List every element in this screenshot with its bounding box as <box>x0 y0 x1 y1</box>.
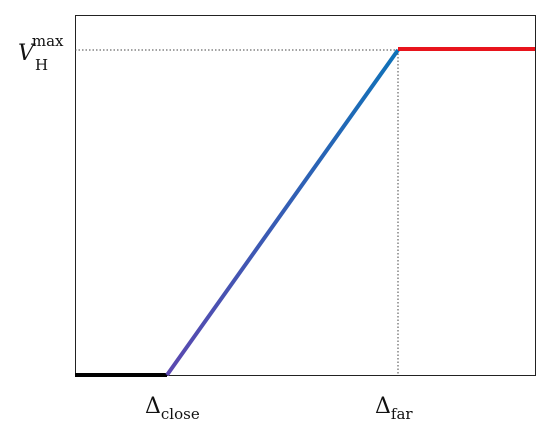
x-label-main: Δ <box>145 394 161 419</box>
x-label-sub: close <box>161 405 200 423</box>
x-label-sub: far <box>391 405 413 423</box>
ramp-segment <box>165 48 400 377</box>
x-label-far: Δfar <box>375 394 413 423</box>
y-label-sup: max <box>32 32 64 50</box>
plot-frame <box>75 15 536 376</box>
x-label-main: Δ <box>375 394 391 419</box>
x-label-close: Δclose <box>145 394 200 423</box>
y-label: Vmax <box>18 32 64 66</box>
y-label-main: V <box>18 41 36 66</box>
y-label-sub: H <box>35 56 48 74</box>
